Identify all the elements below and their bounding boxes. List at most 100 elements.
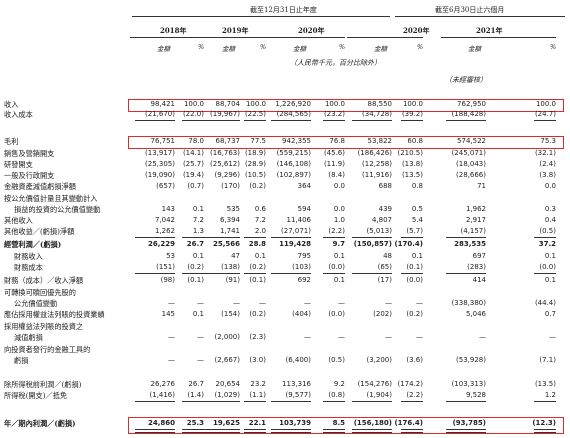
total-double-rule <box>401 429 423 433</box>
cell-value: (23.2) <box>323 110 345 118</box>
year-underline <box>347 37 423 38</box>
cell-value: 1,962 <box>465 205 486 213</box>
cell-value: 283,535 <box>454 240 486 248</box>
subtotal-rule <box>323 401 345 402</box>
cell-value: — <box>233 299 240 307</box>
subtotal-rule <box>200 401 240 402</box>
cell-value: 68,737 <box>215 137 241 145</box>
subtotal-rule <box>182 273 204 274</box>
row-label: 財務（成本）／收入淨額 <box>4 276 84 285</box>
row-label: 按公允價值計量且其變動計入 <box>4 194 98 203</box>
cell-value: (28.9) <box>244 160 266 168</box>
row-label: 減值虧損 <box>14 333 43 342</box>
subtotal-rule <box>200 120 240 121</box>
pct-col-header: % <box>198 43 205 51</box>
cell-value: (3,200) <box>366 356 392 364</box>
cell-value: 100.0 <box>535 100 556 108</box>
cell-value: 75.3 <box>540 137 556 145</box>
row-label: 金融資產減值虧損淨額 <box>4 182 76 191</box>
cell-value: (0.2) <box>249 310 266 318</box>
cell-value: (0.1) <box>249 276 266 284</box>
row-label: 虧損 <box>14 356 29 365</box>
subtotal-rule <box>534 237 556 238</box>
cell-value: 414 <box>472 276 486 284</box>
row-label: 經營利潤／(虧損) <box>4 240 62 249</box>
cell-value: (18.9) <box>244 149 266 157</box>
cell-value: 1,262 <box>154 227 175 235</box>
cell-value: 0.0 <box>333 182 345 190</box>
cell-value: (0.0) <box>328 263 345 271</box>
cell-value: 53 <box>166 252 175 260</box>
cell-value: 0.1 <box>411 252 423 260</box>
cell-value: (154,276) <box>357 380 392 388</box>
cell-value: (103,313) <box>451 380 486 388</box>
cell-value: 88,550 <box>367 100 393 108</box>
pct-col-header: % <box>417 43 424 51</box>
cell-value: (3.8) <box>539 171 556 179</box>
subtotal-rule <box>135 273 175 274</box>
cell-value: 1.3 <box>192 227 204 235</box>
subtotal-rule <box>271 401 311 402</box>
cell-value: 26.7 <box>186 240 204 248</box>
cell-value: (5.7) <box>406 227 423 235</box>
cell-value: (32.1) <box>534 149 556 157</box>
cell-value: (22.5) <box>244 110 266 118</box>
cell-value: — <box>549 333 556 341</box>
cell-value: (10.5) <box>244 171 266 179</box>
cell-value: (21,670) <box>145 110 175 118</box>
cell-value: (19.4) <box>182 171 204 179</box>
row-label: 其他收益／(虧損)淨額 <box>4 227 75 236</box>
cell-value: (404) <box>292 310 311 318</box>
cell-value: 795 <box>297 252 311 260</box>
row-label: 應佔採用權益法列賬的投資業績 <box>4 310 105 319</box>
subtotal-rule <box>401 401 423 402</box>
cell-value: (0.1) <box>406 263 423 271</box>
cell-value: 9.2 <box>333 380 345 388</box>
subtotal-rule <box>352 401 392 402</box>
cell-value: (34,728) <box>362 110 392 118</box>
row-label: 收入成本 <box>4 110 33 119</box>
cell-value: 100.0 <box>183 100 204 108</box>
total-double-rule <box>244 429 266 433</box>
cell-value: (103) <box>292 263 311 271</box>
cell-value: (151) <box>156 263 175 271</box>
subtotal-rule <box>352 273 392 274</box>
cell-value: (170.4) <box>394 240 423 248</box>
cell-value: 0.1 <box>544 276 556 284</box>
cell-value: 364 <box>297 182 311 190</box>
subtotal-rule <box>534 273 556 274</box>
subtotal-rule <box>401 273 423 274</box>
cell-value: (202) <box>373 310 392 318</box>
cell-value: 113,316 <box>282 380 311 388</box>
cell-value: 100.0 <box>245 100 266 108</box>
cell-value: (16,763) <box>210 149 240 157</box>
cell-value: 119,428 <box>279 240 311 248</box>
cell-value: (19,967) <box>210 110 240 118</box>
row-label: 所得稅(開支)／抵免 <box>4 391 68 400</box>
subtotal-rule <box>135 120 175 121</box>
total-double-rule <box>135 429 175 433</box>
cell-value: 47 <box>231 252 240 260</box>
header-rule-group2 <box>395 16 565 17</box>
cell-value: 688 <box>378 182 392 190</box>
cell-value: (2.4) <box>539 160 556 168</box>
cell-value: 0.0 <box>333 205 345 213</box>
subtotal-rule <box>182 401 204 402</box>
subtotal-rule <box>446 120 486 121</box>
cell-value: (12.3) <box>532 419 556 427</box>
cell-value: 2.0 <box>254 227 266 235</box>
cell-value: (3.6) <box>406 356 423 364</box>
subtotal-rule <box>200 237 240 238</box>
cell-value: — <box>338 333 345 341</box>
cell-value: 100.0 <box>324 100 345 108</box>
cell-value: 28.8 <box>248 240 266 248</box>
row-label: 財務收入 <box>14 252 43 261</box>
cell-value: 143 <box>161 205 175 213</box>
subtotal-rule <box>534 120 556 121</box>
year-header: 2020年 <box>403 26 430 35</box>
subtotal-rule <box>323 237 345 238</box>
row-label: 公允價值變動 <box>14 299 58 308</box>
total-double-rule <box>271 429 311 433</box>
cell-value: (188,428) <box>451 110 486 118</box>
row-label: 採用權益法列賬的投資之 <box>4 322 84 331</box>
